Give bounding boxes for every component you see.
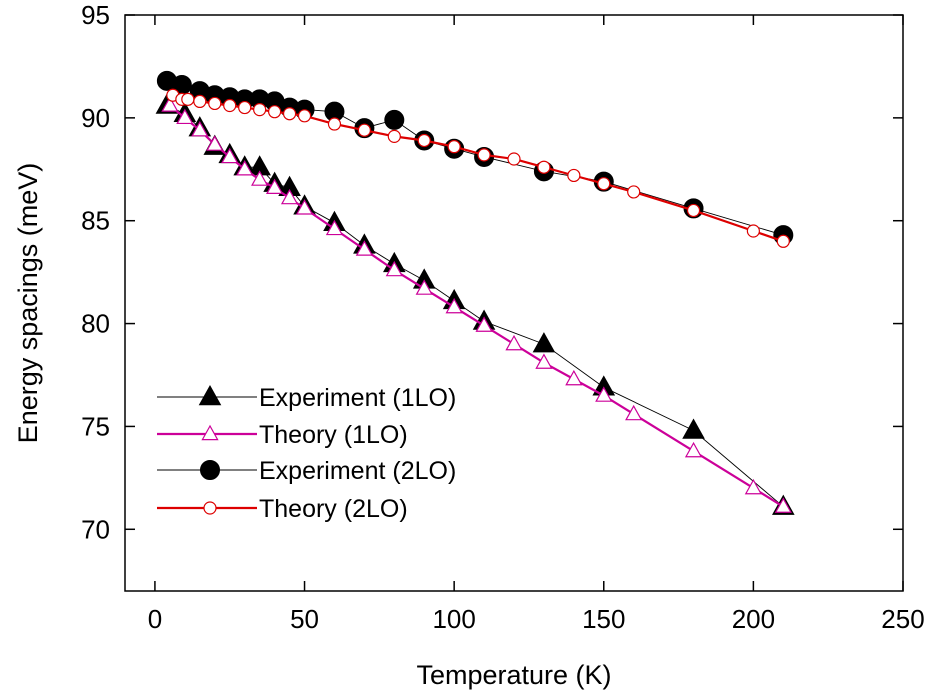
data-point	[181, 92, 195, 106]
x-tick-label: 0	[148, 604, 162, 634]
data-point	[238, 100, 252, 115]
data-point	[565, 369, 583, 386]
data-point	[507, 152, 521, 166]
axis-ticks: 0 50 100 150 200 250 70 75 80 85 90 95	[81, 0, 925, 634]
data-point	[477, 148, 491, 162]
data-point	[445, 297, 463, 314]
plot-frame	[124, 14, 904, 592]
series-3	[166, 88, 790, 248]
data-point	[744, 478, 763, 495]
data-point	[535, 353, 553, 369]
y-tick-label: 70	[81, 514, 110, 544]
data-point	[176, 108, 194, 125]
data-point	[268, 105, 282, 119]
legend-label: Theory (1LO)	[259, 421, 408, 449]
data-point	[282, 107, 297, 121]
data-point	[537, 160, 551, 174]
data-point	[297, 109, 312, 123]
data-point	[627, 185, 641, 199]
y-tick-label: 75	[81, 411, 110, 441]
legend: Experiment (1LO) Theory (1LO) Experiment (…	[157, 384, 456, 523]
series-1	[161, 96, 792, 513]
data-point	[253, 103, 267, 117]
legend-label: Theory (2LO)	[259, 495, 408, 523]
x-tick-label: 250	[881, 604, 924, 634]
data-point	[221, 147, 239, 164]
data-point	[191, 120, 209, 137]
x-tick-label: 50	[290, 604, 319, 634]
y-axis-title: Energy spacings (meV)	[13, 163, 43, 444]
data-point	[505, 334, 523, 351]
data-point	[357, 123, 371, 137]
data-point	[774, 497, 792, 513]
y-tick-label: 85	[81, 206, 110, 236]
data-point	[223, 98, 237, 113]
data-point	[684, 441, 703, 458]
data-point	[625, 404, 643, 421]
legend-marker	[203, 501, 217, 515]
data-point	[417, 133, 431, 148]
legend-marker	[200, 460, 220, 480]
legend-label: Experiment (2LO)	[259, 457, 456, 485]
data-point	[208, 96, 222, 111]
data-point	[595, 386, 613, 402]
data-point	[686, 203, 701, 218]
data-point	[415, 279, 433, 295]
y-tick-label: 80	[81, 309, 110, 339]
data-point	[384, 109, 405, 130]
legend-marker	[198, 384, 222, 406]
data-point	[475, 316, 493, 332]
data-point	[161, 96, 179, 112]
data-point	[532, 332, 556, 353]
data-point	[251, 170, 269, 186]
series-2	[156, 70, 794, 246]
data-point	[325, 219, 344, 236]
x-tick-label: 150	[582, 604, 625, 634]
data-point	[265, 178, 284, 194]
data-point	[385, 260, 403, 277]
y-tick-label: 90	[81, 103, 110, 133]
data-point	[355, 240, 374, 256]
data-point	[447, 140, 461, 154]
x-tick-label: 100	[432, 604, 475, 634]
x-axis-title: Temperature (K)	[416, 660, 611, 690]
x-tick-label: 200	[732, 604, 775, 634]
data-point	[280, 188, 299, 205]
y-tick-label: 95	[81, 0, 110, 30]
legend-label: Experiment (1LO)	[259, 384, 456, 412]
data-point	[746, 224, 760, 238]
data-point	[327, 117, 342, 131]
data-point	[295, 199, 314, 215]
data-point	[567, 168, 581, 183]
legend-marker	[201, 424, 219, 441]
data-point	[387, 129, 401, 143]
data-point	[597, 177, 611, 191]
series-layer	[155, 70, 795, 515]
data-point	[776, 234, 790, 248]
data-point	[193, 94, 207, 109]
data-point	[236, 160, 254, 176]
data-point	[682, 418, 705, 439]
data-point	[206, 135, 224, 151]
